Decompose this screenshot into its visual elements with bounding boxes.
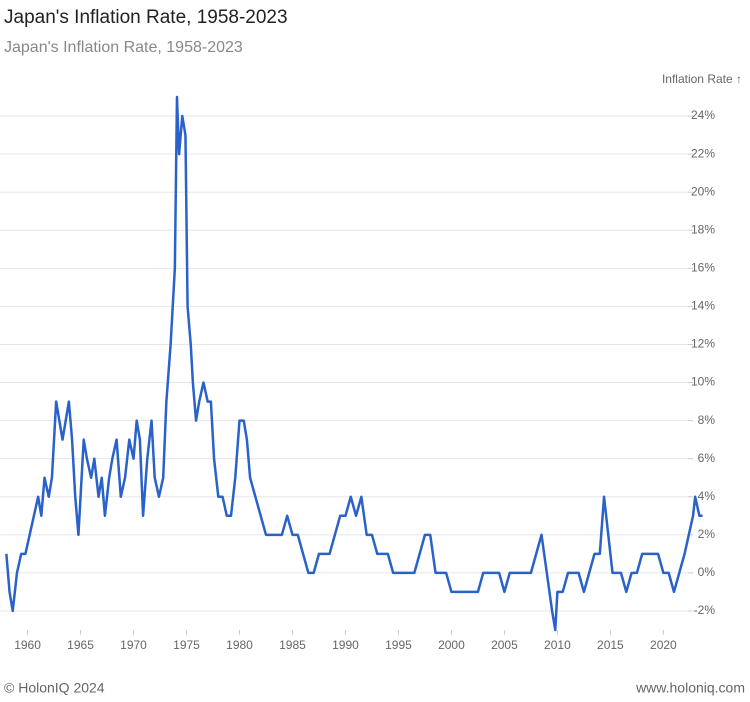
- y-tick-label: 20%: [691, 184, 715, 198]
- x-tick-label: 2015: [597, 638, 624, 652]
- x-tick-label: 1960: [14, 638, 41, 652]
- y-tick-label: 8%: [698, 413, 716, 427]
- x-tick-label: 1965: [67, 638, 94, 652]
- y-axis-label: Inflation Rate ↑: [662, 72, 742, 86]
- y-tick-label: 0%: [698, 565, 716, 579]
- x-tick-label: 1995: [385, 638, 412, 652]
- y-tick-label: 6%: [698, 451, 716, 465]
- y-tick-label: 18%: [691, 222, 715, 236]
- y-tick-label: 4%: [698, 489, 716, 503]
- chart-title: Japan's Inflation Rate, 1958-2023: [4, 7, 288, 28]
- y-tick-label: 24%: [691, 108, 715, 122]
- y-tick-label: 22%: [691, 146, 715, 160]
- y-tick-label: 16%: [691, 261, 715, 275]
- x-tick-label: 2005: [491, 638, 518, 652]
- y-tick-label: 14%: [691, 299, 715, 313]
- x-tick-label: 1980: [226, 638, 253, 652]
- y-tick-label: -2%: [694, 603, 716, 617]
- x-tick-label: 2010: [544, 638, 571, 652]
- x-tick-label: 1975: [173, 638, 200, 652]
- footer-left: © HolonIQ 2024: [4, 680, 105, 696]
- x-tick-label: 2000: [438, 638, 465, 652]
- x-tick-label: 2020: [650, 638, 677, 652]
- data-line: [5, 95, 703, 632]
- y-tick-label: 2%: [698, 527, 716, 541]
- x-tick-label: 1985: [279, 638, 306, 652]
- x-tick-label: 1970: [120, 638, 147, 652]
- chart-subtitle: Japan's Inflation Rate, 1958-2023: [4, 39, 243, 56]
- y-tick-label: 10%: [691, 375, 715, 389]
- x-tick-label: 1990: [332, 638, 359, 652]
- footer-right: www.holoniq.com: [635, 680, 745, 696]
- y-tick-label: 12%: [691, 337, 715, 351]
